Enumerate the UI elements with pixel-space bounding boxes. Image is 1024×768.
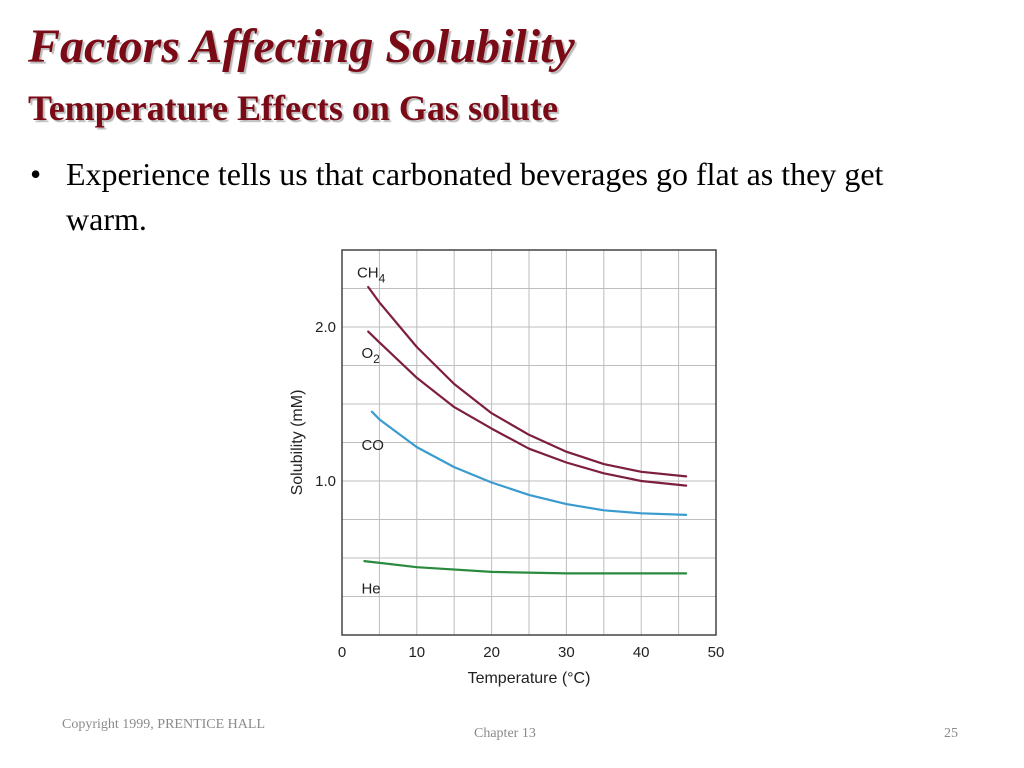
slide-title: Factors Affecting Solubility [28, 20, 575, 73]
series-label-he: He [361, 580, 380, 597]
plot-frame [341, 249, 717, 636]
y-tick-label: 1.0 [315, 473, 336, 490]
series-line-co [370, 410, 688, 516]
x-tick-label: 10 [408, 644, 425, 661]
footer-page-number: 25 [944, 726, 958, 741]
series-label-co: CO [361, 437, 384, 454]
series-label-o2: O2 [361, 345, 380, 366]
x-tick-label: 50 [708, 644, 725, 661]
solubility-chart: 0 10 20 30 40 50 1.0 2.0 Temperature (°C) Solubil… [289, 249, 725, 687]
footer-chapter: Chapter 13 [474, 726, 536, 741]
bullet-marker: • [30, 156, 42, 192]
series-line-he [363, 560, 688, 575]
footer-copyright: Copyright 1999, PRENTICE HALL [62, 717, 265, 732]
x-tick-label: 30 [558, 644, 575, 661]
bullet-text: Experience tells us that carbonated beve… [66, 156, 884, 237]
series-line-o2 [367, 330, 688, 487]
x-tick-label: 0 [338, 644, 346, 661]
y-axis-label: Solubility (mM) [289, 390, 306, 496]
x-axis-label: Temperature (°C) [468, 670, 591, 687]
series-line-ch4 [367, 285, 688, 478]
x-tick-label: 40 [633, 644, 650, 661]
bullet-item: • Experience tells us that carbonated be… [30, 152, 970, 242]
y-tick-label: 2.0 [315, 319, 336, 336]
x-tick-label: 20 [483, 644, 500, 661]
series-label-ch4: CH4 [357, 265, 386, 286]
slide-subtitle: Temperature Effects on Gas solute [28, 88, 558, 128]
